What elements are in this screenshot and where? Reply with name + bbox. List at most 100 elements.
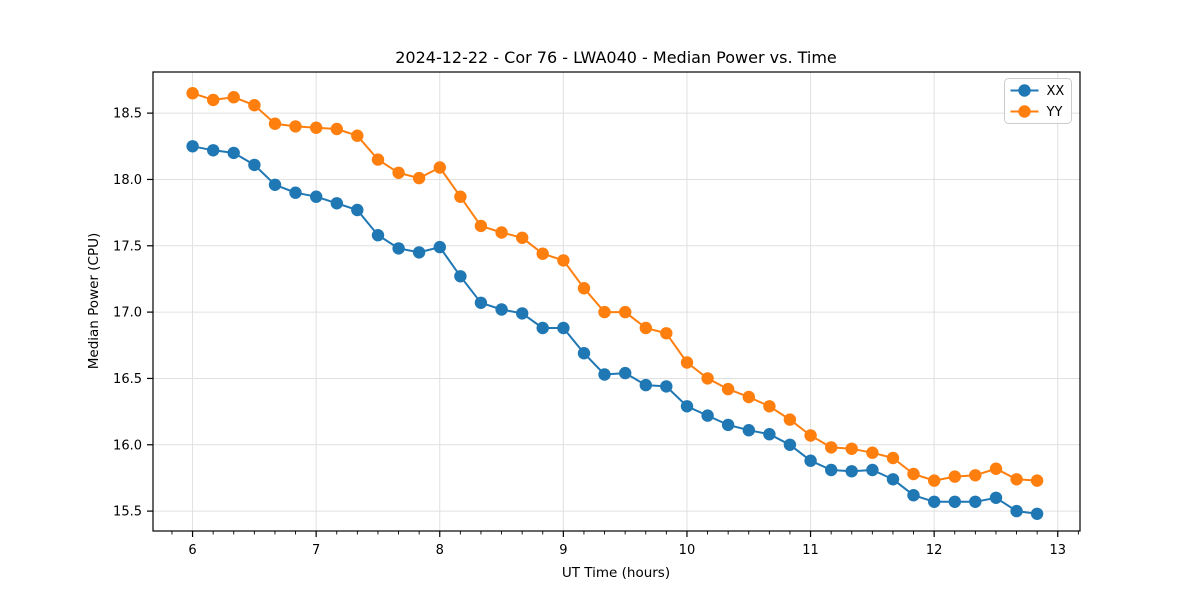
x-tick-label: 12 — [926, 543, 943, 558]
data-point-YY — [248, 99, 261, 112]
grid-lines — [153, 72, 1080, 531]
data-point-YY — [495, 226, 508, 239]
axes-frame — [152, 71, 1081, 532]
data-point-YY — [701, 372, 714, 385]
legend: XX YY — [1004, 78, 1072, 124]
data-point-YY — [866, 446, 879, 459]
data-point-YY — [186, 87, 199, 100]
data-point-YY — [351, 129, 364, 142]
y-tick-label: 18.5 — [113, 107, 142, 122]
data-point-XX — [577, 347, 591, 360]
data-point-YY — [577, 282, 591, 295]
data-point-YY — [989, 462, 1003, 475]
data-point-XX — [948, 495, 961, 508]
axis-ticks: 6 7 8 9 10 11 12 13 15.5 16.0 16.5 17.0 17.5 18.0 18.5 — [113, 107, 1079, 558]
data-point-YY — [454, 190, 467, 203]
data-point-YY — [1030, 474, 1044, 487]
y-tick-label: 15.5 — [113, 505, 142, 520]
x-tick-label: 13 — [1049, 543, 1066, 558]
data-point-XX — [989, 491, 1003, 504]
data-point-YY — [412, 171, 426, 185]
data-point-XX — [495, 303, 508, 316]
data-point-YY — [825, 441, 838, 454]
data-point-YY — [392, 166, 405, 179]
data-point-YY — [619, 305, 632, 319]
data-point-XX — [392, 242, 405, 255]
data-point-YY — [474, 219, 488, 233]
data-point-YY — [763, 400, 776, 413]
legend-marker — [1018, 105, 1031, 118]
data-point-XX — [310, 190, 323, 203]
data-point-YY — [289, 120, 302, 133]
data-point-YY — [948, 470, 961, 483]
data-point-XX — [969, 495, 982, 508]
data-point-XX — [783, 438, 797, 451]
data-point-XX — [433, 240, 446, 254]
data-point-YY — [536, 247, 549, 260]
data-point-YY — [928, 474, 941, 487]
data-point-XX — [268, 178, 282, 191]
data-point-YY — [783, 413, 797, 426]
y-tick-label: 16.0 — [113, 438, 142, 453]
data-point-XX — [825, 463, 838, 477]
data-point-YY — [969, 469, 982, 482]
y-tick-label: 18.0 — [113, 173, 142, 188]
data-point-YY — [310, 121, 323, 134]
data-point-XX — [742, 424, 755, 437]
legend-label-YY: YY — [1046, 105, 1063, 120]
legend-marker — [1018, 84, 1031, 97]
data-point-XX — [928, 495, 941, 508]
data-point-XX — [207, 144, 220, 157]
data-point-XX — [351, 203, 364, 217]
data-point-YY — [371, 153, 385, 166]
x-tick-label: 9 — [559, 543, 567, 558]
data-point-XX — [886, 473, 900, 486]
data-point-XX — [763, 428, 776, 441]
data-point-XX — [516, 307, 529, 320]
data-point-XX — [289, 186, 302, 199]
series-YY — [186, 87, 1044, 487]
y-tick-label: 17.0 — [113, 306, 142, 321]
data-series-layer — [186, 87, 1044, 520]
series-XX — [186, 140, 1044, 520]
data-point-YY — [598, 305, 611, 319]
data-point-XX — [619, 366, 632, 380]
data-point-YY — [268, 117, 282, 130]
x-tick-label: 7 — [312, 543, 320, 558]
x-tick-label: 8 — [436, 543, 444, 558]
data-point-YY — [886, 451, 900, 465]
data-point-XX — [660, 380, 673, 393]
data-point-XX — [371, 229, 385, 242]
data-point-XX — [557, 321, 570, 335]
legend-label-XX: XX — [1047, 84, 1065, 99]
data-point-XX — [598, 368, 611, 381]
y-tick-label: 16.5 — [113, 372, 142, 387]
data-point-YY — [639, 321, 652, 335]
data-point-YY — [1010, 473, 1023, 486]
data-point-XX — [474, 296, 488, 309]
data-point-XX — [866, 463, 879, 477]
data-point-YY — [330, 122, 343, 136]
data-point-XX — [1030, 507, 1044, 520]
data-point-XX — [701, 409, 714, 422]
series-line-YY — [192, 92, 1038, 482]
data-point-XX — [227, 146, 240, 160]
data-point-XX — [186, 140, 199, 153]
data-point-YY — [516, 231, 529, 244]
data-point-YY — [557, 254, 570, 267]
data-point-YY — [227, 91, 240, 104]
data-point-XX — [804, 454, 817, 467]
data-point-XX — [639, 378, 652, 392]
data-point-XX — [680, 400, 694, 413]
x-tick-label: 11 — [802, 543, 819, 558]
data-point-XX — [907, 489, 920, 502]
data-point-YY — [433, 161, 446, 174]
data-point-YY — [207, 93, 220, 107]
data-point-YY — [845, 442, 858, 455]
data-point-YY — [907, 467, 920, 481]
data-point-XX — [412, 246, 426, 259]
data-point-XX — [536, 321, 549, 335]
data-point-YY — [660, 327, 673, 340]
